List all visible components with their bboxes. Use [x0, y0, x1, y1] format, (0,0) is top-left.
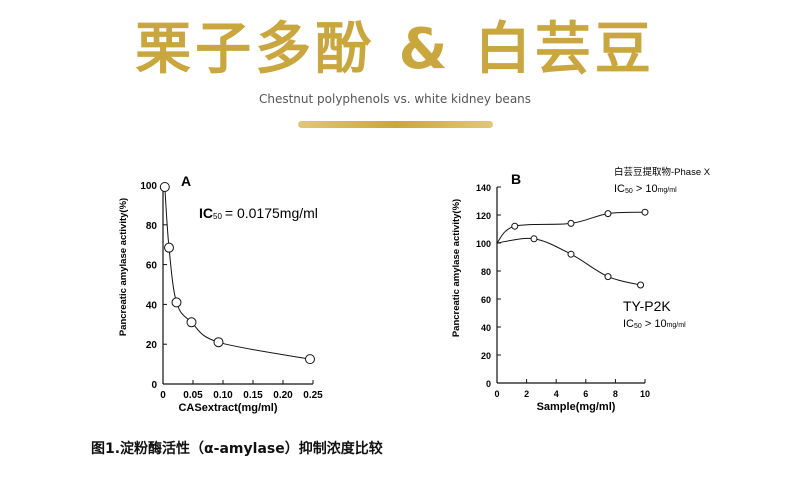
chart-b-series-2-point [567, 250, 575, 258]
chart-b-points [511, 208, 649, 289]
chart-a-panel-label: A [181, 173, 191, 189]
chart-a-series-1-point [159, 181, 170, 192]
chart-b-series-2-line [496, 237, 641, 286]
chart-a-x-tick-label: 0 [160, 390, 166, 401]
chart-b-s1-ic-sub: 50 [625, 188, 633, 195]
chart-b-x-tick-label: 10 [640, 389, 650, 399]
chart-b-y-tick-label: 120 [476, 211, 491, 221]
chart-a-x-tick-label: 0.25 [303, 390, 323, 401]
chart-b-series-1-point [567, 219, 575, 227]
chart-a-ic50-sub: 50 [213, 212, 222, 221]
chart-b-x-tick-label: 4 [554, 389, 559, 399]
chart-b-y-label: Pancreatic amylase activity(%) [451, 199, 462, 337]
title-divider-bar [298, 121, 493, 128]
chart-b-y-tick-label: 60 [481, 295, 491, 305]
chart-a-y-tick-label: 60 [146, 261, 158, 272]
chart-b-s1-ic-unit: mg/ml [658, 187, 678, 194]
chart-a-ic50-value: = 0.0175mg/ml [225, 205, 318, 221]
chart-b-y-ticks: 0 20 40 60 80 100 120 140 [476, 183, 501, 389]
chart-b-series-1-point [641, 208, 649, 216]
chart-b-x-ticks: 0 2 4 6 8 10 [494, 379, 650, 399]
chart-b-y-tick-label: 140 [476, 183, 491, 193]
chart-b-series-1-ic50: IC50 > 10mg/ml [614, 183, 677, 195]
chart-b-series-1-point [511, 222, 519, 230]
chart-a-x-ticks: 0 0.05 0.10 0.15 0.20 0.25 [160, 380, 323, 401]
chart-b-series-2-point [637, 281, 645, 289]
chart-a-series-1-point [305, 354, 315, 365]
chart-b-series-2-ic50: IC50 > 10mg/ml [623, 318, 686, 330]
chart-a-series-1-point [213, 337, 224, 348]
chart-a-x-tick-label: 0.15 [243, 390, 263, 401]
chart-b-panel-label: B [511, 171, 521, 187]
chart-a-y-tick-label: 100 [140, 181, 157, 192]
chart-a-x-tick-label: 0.10 [213, 390, 233, 401]
chart-b-series-2-point [604, 273, 612, 281]
chart-b-x-tick-label: 0 [494, 389, 499, 399]
chart-a-ic50-main: IC [199, 205, 213, 221]
chart-b-series-2-point [530, 235, 538, 243]
chart-b-s2-ic-main: IC [623, 318, 634, 330]
chart-b-series-2-name: TY-P2K [623, 298, 671, 314]
chart-b-x-tick-label: 2 [524, 389, 529, 399]
chart-b-s1-ic-value: > 10 [633, 183, 658, 195]
chart-a: A 0 20 40 60 80 100 0 0.05 0.10 0.15 0.20 0.25 CAS… [118, 173, 323, 414]
chart-a-y-label: Pancreatic amylase activity(%) [118, 198, 129, 336]
chart-b: B 0 20 40 60 80 100 120 140 0 2 4 6 8 10 Sample(mg/m… [451, 166, 711, 413]
chart-a-y-tick-label: 40 [146, 300, 158, 311]
chart-a-y-tick-label: 80 [146, 221, 158, 232]
chart-a-series-1-point [186, 317, 197, 328]
chart-b-y-tick-label: 0 [486, 379, 491, 389]
chart-b-series-1-name: 白芸豆提取物-Phase X [614, 166, 711, 178]
chart-b-series-1-line [496, 211, 646, 244]
chart-b-y-tick-label: 40 [481, 323, 491, 333]
chart-b-s1-ic-main: IC [614, 183, 625, 195]
chart-b-s2-ic-unit: mg/ml [667, 322, 687, 329]
figure-caption: 图1.淀粉酶活性（α-amylase）抑制浓度比较 [91, 441, 383, 457]
chart-a-points [159, 181, 315, 365]
chart-a-x-tick-label: 0.20 [273, 390, 293, 401]
chart-a-series-1-point [164, 242, 174, 253]
chart-b-s2-ic-sub: 50 [634, 323, 642, 330]
chart-b-x-label: Sample(mg/ml) [537, 401, 616, 413]
chart-a-x-label: CASextract(mg/ml) [178, 402, 277, 414]
chart-a-series-1-point [171, 297, 182, 308]
chart-b-y-tick-label: 100 [476, 239, 491, 249]
chart-b-y-tick-label: 20 [481, 351, 491, 361]
chart-a-y-tick-label: 0 [151, 380, 157, 391]
chart-a-y-tick-label: 20 [146, 340, 158, 351]
chart-b-s2-ic-value: > 10 [642, 318, 667, 330]
chart-b-series-1-point [604, 210, 612, 218]
chart-b-x-tick-label: 8 [613, 389, 618, 399]
chart-b-y-tick-label: 80 [481, 267, 491, 277]
chart-b-x-tick-label: 6 [583, 389, 588, 399]
chart-a-ic50-annotation: IC50 = 0.0175mg/ml [199, 205, 318, 221]
chart-a-x-tick-label: 0.05 [183, 390, 203, 401]
page-subtitle: Chestnut polyphenols vs. white kidney be… [258, 92, 532, 106]
page-title: 栗子多酚 & 白芸豆 [135, 17, 655, 82]
